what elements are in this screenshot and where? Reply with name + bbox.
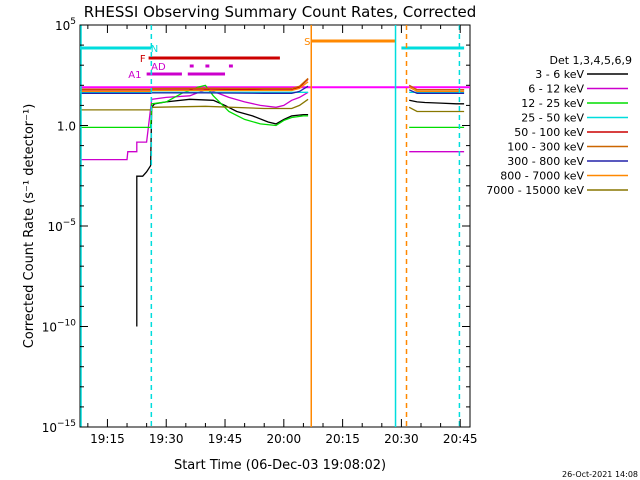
y-tick-label: 10−5	[47, 218, 76, 234]
chart-title: RHESSI Observing Summary Count Rates, Co…	[84, 3, 477, 21]
plot-area	[79, 24, 471, 428]
date-stamp: 26-Oct-2021 14:08	[562, 470, 638, 479]
flag-label-s: S	[304, 37, 310, 48]
series-line-2	[80, 84, 465, 129]
flag-bars: N S F AD A1	[80, 37, 470, 89]
x-tick-label: 20:45	[443, 432, 478, 446]
x-tick-label: 20:00	[267, 432, 302, 446]
legend-label-1: 6 - 12 keV	[528, 83, 584, 96]
x-tick-label: 20:15	[325, 432, 360, 446]
x-tick-label: 19:15	[90, 432, 125, 446]
series-line-1	[80, 89, 465, 161]
legend-label-0: 3 - 6 keV	[535, 68, 584, 81]
series-line-0	[136, 98, 465, 327]
x-tick-label: 19:30	[149, 432, 184, 446]
x-axis-label: Start Time (06-Dec-03 19:08:02)	[174, 458, 386, 473]
legend-label-2: 12 - 25 keV	[521, 97, 584, 110]
series-line-6	[80, 85, 465, 94]
eclipse-lines	[80, 25, 461, 427]
y-tick-label: 1.0	[57, 120, 76, 134]
legend-label-7: 800 - 7000 keV	[500, 170, 584, 183]
y-axis-label: Corrected Count Rate (s⁻¹ detector⁻¹)	[22, 104, 37, 349]
legend-label-3: 25 - 50 keV	[521, 112, 584, 125]
x-tick-label: 19:45	[208, 432, 243, 446]
y-tick-label: 10−10	[42, 319, 77, 335]
legend-title: Det 1,3,4,5,6,9	[549, 54, 632, 67]
flag-label-a1: A1	[128, 70, 141, 81]
flag-label-f: F	[140, 54, 146, 65]
legend-label-4: 50 - 100 keV	[514, 126, 584, 139]
plot-frame	[79, 24, 471, 428]
flag-label-ad: AD	[151, 62, 166, 73]
legend-label-6: 300 - 800 keV	[507, 155, 584, 168]
x-tick-label: 20:30	[384, 432, 419, 446]
flag-label-n: N	[151, 44, 158, 55]
y-tick-label: 105	[55, 17, 76, 33]
legend-label-8: 7000 - 15000 keV	[486, 184, 584, 197]
legend-label-5: 100 - 300 keV	[507, 141, 584, 154]
y-tick-label: 10−15	[42, 419, 76, 435]
axes: 19:15 19:30 19:45 20:00 20:15 20:30 20:45 105 1.…	[42, 17, 478, 446]
